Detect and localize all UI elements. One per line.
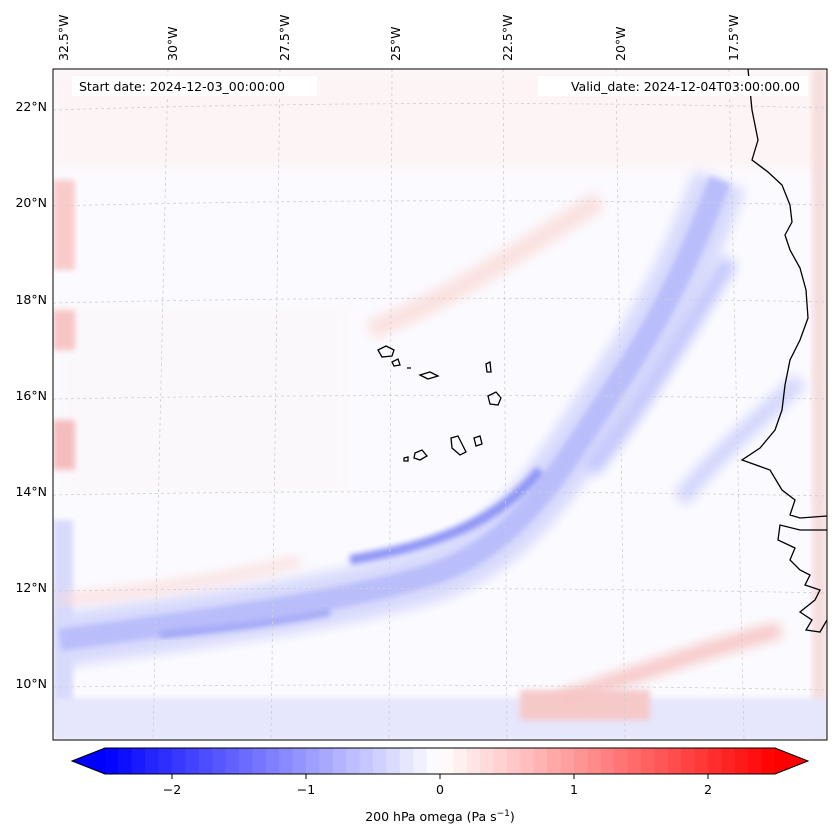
colorbar-segment	[440, 748, 454, 774]
lat-label: 18°N	[15, 292, 47, 307]
colorbar-segment	[373, 748, 387, 774]
latitude-labels: 22°N 20°N 18°N 16°N 14°N 12°N 10°N	[15, 99, 47, 691]
colorbar-segment	[761, 748, 776, 774]
lon-label: 25°W	[388, 26, 403, 61]
colorbar-segment	[252, 748, 267, 774]
colorbar-tick-label: 2	[704, 782, 712, 797]
colorbar-segment	[694, 748, 709, 774]
colorbar-segment	[748, 748, 763, 774]
lon-label: 30°W	[165, 26, 180, 61]
colorbar-segment	[520, 748, 535, 774]
map-frame	[52, 68, 828, 741]
colorbar-segment	[279, 748, 294, 774]
colorbar-segment	[667, 748, 682, 774]
colorbar-segment	[547, 748, 562, 774]
lon-label: 27.5°W	[277, 15, 292, 61]
colorbar-segment	[708, 748, 722, 774]
colorbar-tick-label: −1	[297, 782, 315, 797]
colorbar-segment	[292, 748, 307, 774]
colorbar-segment	[587, 748, 602, 774]
start-date-box	[72, 76, 317, 96]
colorbar-label: 200 hPa omega (Pa s−1)	[365, 809, 515, 824]
colorbar-segment	[654, 748, 669, 774]
colorbar-segment	[145, 748, 160, 774]
longitude-labels: 32.5°W 30°W 27.5°W 25°W 22.5°W 20°W 17.5…	[56, 15, 741, 61]
colorbar-segment	[493, 748, 508, 774]
colorbar-segment	[426, 748, 441, 774]
lat-label: 20°N	[15, 195, 47, 210]
colorbar-segment	[306, 748, 320, 774]
colorbar-segment	[507, 748, 521, 774]
colorbar-segment	[158, 748, 173, 774]
colorbar: −2 −1 0 1 2 200 hPa omega (Pa s−1)	[70, 747, 810, 824]
cape-verde-islands	[377, 345, 502, 462]
lon-label: 20°W	[613, 26, 628, 61]
colorbar-segment	[413, 748, 428, 774]
graticule	[53, 69, 827, 740]
colorbar-segment	[212, 748, 227, 774]
colorbar-segment	[239, 748, 253, 774]
colorbar-segment	[627, 748, 642, 774]
colorbar-segment	[332, 748, 347, 774]
map-panel[interactable]: Start date: 2024-12-03_00:00:00 Valid_da…	[52, 68, 828, 741]
lon-label: 32.5°W	[56, 15, 71, 61]
colorbar-tick-label: 1	[570, 782, 578, 797]
colorbar-extend-min	[72, 748, 105, 774]
colorbar-segment	[399, 748, 414, 774]
colorbar-segment	[185, 748, 200, 774]
colorbar-segment	[600, 748, 615, 774]
valid-date-label: Valid_date: 2024-12-04T03:00:00.00	[571, 79, 800, 94]
colorbar-segment	[225, 748, 240, 774]
start-date-label: Start date: 2024-12-03_00:00:00	[79, 79, 285, 94]
colorbar-ticks: −2 −1 0 1 2	[163, 774, 712, 797]
colorbar-segments	[72, 748, 808, 774]
lon-label: 22.5°W	[500, 15, 515, 61]
colorbar-segment	[453, 748, 468, 774]
lat-label: 22°N	[15, 99, 47, 114]
valid-date-box	[538, 76, 808, 96]
colorbar-segment	[641, 748, 655, 774]
lon-label: 17.5°W	[726, 15, 741, 61]
lat-label: 12°N	[15, 580, 47, 595]
colorbar-tick-label: 0	[436, 782, 444, 797]
colorbar-segment	[721, 748, 736, 774]
colorbar-segment	[480, 748, 495, 774]
colorbar-segment	[265, 748, 280, 774]
colorbar-segment	[198, 748, 213, 774]
colorbar-segment	[346, 748, 361, 774]
colorbar-segment	[734, 748, 749, 774]
colorbar-segment	[359, 748, 374, 774]
colorbar-segment	[614, 748, 629, 774]
colorbar-outline	[70, 747, 810, 775]
colorbar-segment	[533, 748, 548, 774]
colorbar-segment	[560, 748, 575, 774]
lat-label: 10°N	[15, 676, 47, 691]
colorbar-segment	[574, 748, 588, 774]
lat-label: 14°N	[15, 484, 47, 499]
colorbar-extend-max	[775, 748, 808, 774]
africa-coastline	[740, 69, 827, 519]
colorbar-segment	[105, 748, 119, 774]
colorbar-segment	[386, 748, 401, 774]
colorbar-segment	[118, 748, 133, 774]
lat-label: 16°N	[15, 388, 47, 403]
colorbar-segment	[681, 748, 696, 774]
colorbar-tick-label: −2	[163, 782, 181, 797]
colorbar-segment	[172, 748, 186, 774]
colorbar-segment	[319, 748, 334, 774]
colorbar-segment	[466, 748, 481, 774]
africa-coastline-south	[777, 524, 827, 633]
colorbar-segment	[131, 748, 146, 774]
